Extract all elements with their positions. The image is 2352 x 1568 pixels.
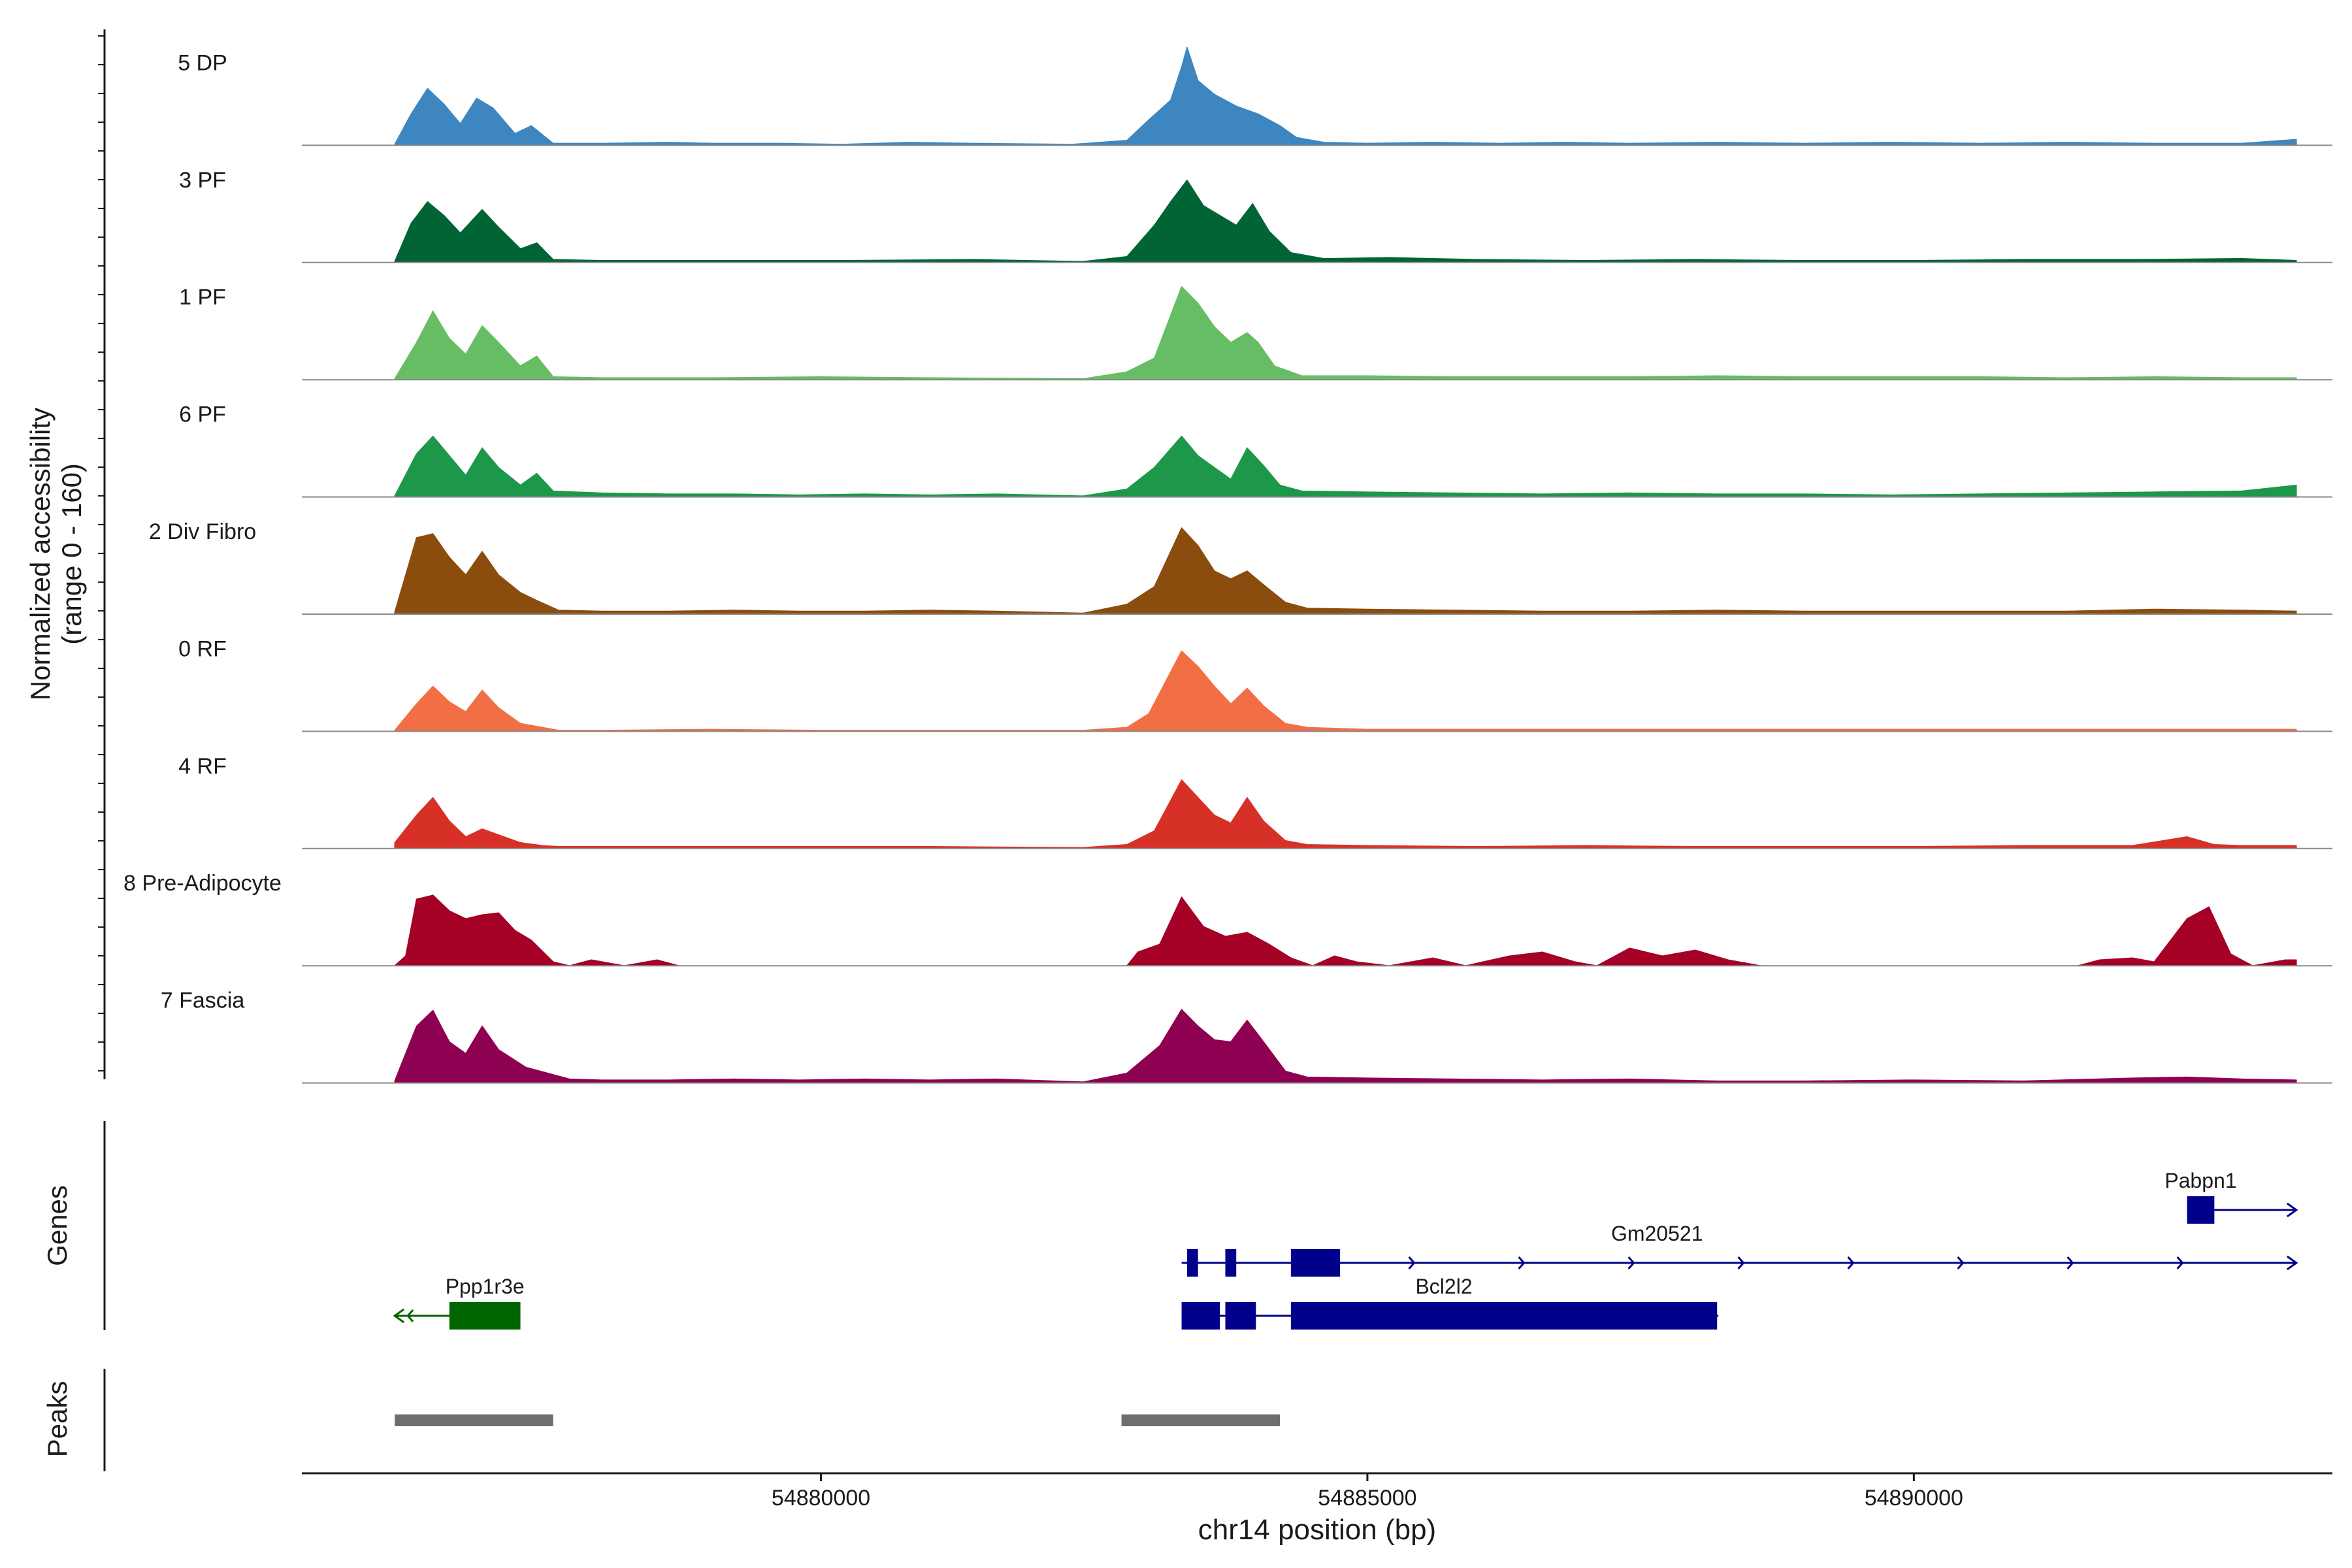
track-label: 3 PF [179,168,226,193]
strand-chevron [1957,1256,1965,1269]
gene-gm20521: Gm20521 [1181,1222,2298,1277]
strand-arrowhead [2286,1202,2298,1218]
strand-chevron [1737,1256,1745,1269]
strand-chevron [1408,1256,1416,1269]
peak-bar [1121,1414,1281,1426]
coverage-area [394,1009,2297,1084]
genes-panel-label: Genes [42,1185,73,1266]
track-label: 1 PF [179,285,226,310]
x-tick-label: 54885000 [1318,1486,1416,1511]
coverage-area [394,46,2297,146]
strand-chevron [1847,1256,1855,1269]
coverage-area [394,286,2297,380]
exon-block [2187,1196,2215,1224]
x-tick-label: 54890000 [1865,1486,1963,1511]
exon-block [449,1302,521,1330]
coverage-y-axis-ticks [98,35,105,1071]
coverage-area [394,435,2297,498]
track-8-pre-adipocyte: 8 Pre-Adipocyte [123,871,2332,967]
strand-arrowhead [393,1308,405,1324]
exon-block [1225,1302,1256,1330]
track-2-div-fibro: 2 Div Fibro [149,519,2332,615]
track-label: 8 Pre-Adipocyte [123,871,282,896]
track-label: 2 Div Fibro [149,519,256,544]
coverage-area [394,180,2297,263]
exon-block [1181,1302,1220,1330]
coverage-tracks: 5 DP 3 PF 1 PF 6 PF 2 Div Fibro 0 RF 4 RF 8 Pre… [123,46,2332,1084]
x-axis-ticks: 54880000 54885000 54890000 [772,1473,1963,1511]
coverage-area [394,779,2297,849]
track-label: 6 PF [179,402,226,427]
track-label: 4 RF [178,754,227,779]
coverage-area [394,894,2297,966]
exon-block [1290,1302,1718,1330]
track-5-dp: 5 DP [178,46,2332,146]
gene-annotations: Pabpn1 Gm20521 Ppp1r3e Bcl2l2 [393,1169,2298,1330]
track-1-pf: 1 PF [179,285,2332,381]
strand-chevron [406,1309,414,1322]
x-axis-title: chr14 position (bp) [1198,1514,1436,1546]
strand-chevron [1627,1256,1635,1269]
strand-arrowhead [2286,1255,2298,1271]
track-6-pf: 6 PF [179,402,2332,498]
track-7-fascia: 7 Fascia [161,988,2332,1084]
gene-bcl2l2: Bcl2l2 [1181,1275,1719,1330]
strand-chevron [1518,1256,1526,1269]
peak-bar [395,1414,553,1426]
x-tick-label: 54880000 [772,1486,870,1511]
strand-chevron [2176,1256,2184,1269]
y-axis-title: Normalized accessibility [25,408,56,700]
track-3-pf: 3 PF [179,168,2332,263]
y-axis-range-label: (range 0 - 160) [56,463,87,645]
strand-chevron [2066,1256,2074,1269]
track-label: 5 DP [178,50,227,75]
peaks-panel-label: Peaks [42,1381,73,1458]
gene-label: Pabpn1 [2164,1169,2236,1192]
track-label: 7 Fascia [161,988,245,1013]
track-label: 0 RF [178,636,227,661]
coverage-area [394,527,2297,615]
track-4-rf: 4 RF [178,754,2332,849]
coverage-area [394,650,2297,732]
exon-block [1225,1249,1237,1277]
peak-regions [395,1414,1281,1426]
track-0-rf: 0 RF [178,636,2332,732]
gene-pabpn1: Pabpn1 [2164,1169,2298,1224]
gene-label: Bcl2l2 [1415,1275,1472,1298]
exon-block [1290,1249,1341,1277]
gene-label: Gm20521 [1611,1222,1703,1245]
exon-block [1186,1249,1198,1277]
gene-label: Ppp1r3e [446,1275,525,1298]
gene-ppp1r3e: Ppp1r3e [393,1275,525,1330]
